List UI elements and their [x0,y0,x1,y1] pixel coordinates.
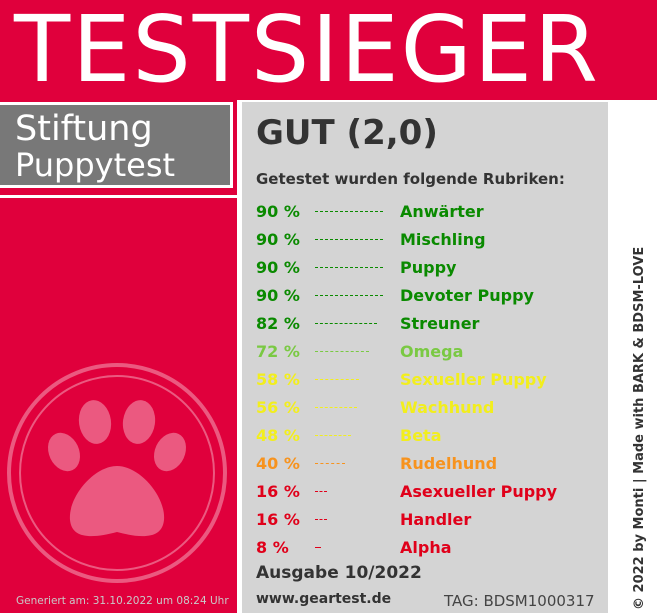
category-label: Wachhund [400,398,495,417]
header-band [0,0,657,100]
category-bar [315,211,383,212]
category-bar [315,239,383,240]
brand-box: Stiftung Puppytest [0,102,233,188]
category-label: Asexueller Puppy [400,482,558,501]
category-row: 56 % Wachhund [0,397,610,425]
category-row: 90 % Devoter Puppy [0,285,610,313]
brand-line-1: Stiftung [15,109,153,149]
category-bar [315,379,359,380]
tag-id: TAG: BDSM1000317 [444,592,595,610]
brand-line-2: Puppytest [15,146,176,184]
category-row: 72 % Omega [0,341,610,369]
category-label: Beta [400,426,442,445]
category-bar [315,295,383,296]
category-label: Alpha [400,538,452,557]
category-percent: 16 % [256,482,300,501]
category-percent: 72 % [256,342,300,361]
category-row: 8 % Alpha [0,537,610,565]
category-percent: 90 % [256,230,300,249]
category-percent: 40 % [256,454,300,473]
category-bar [315,351,369,352]
category-percent: 56 % [256,398,300,417]
category-bar [315,267,383,268]
category-label: Puppy [400,258,457,277]
category-row: 48 % Beta [0,425,610,453]
category-bar [315,491,327,492]
category-percent: 90 % [256,286,300,305]
category-label: Streuner [400,314,480,333]
category-percent: 82 % [256,314,300,333]
generated-timestamp: Generiert am: 31.10.2022 um 08:24 Uhr [16,595,229,607]
category-label: Devoter Puppy [400,286,534,305]
category-percent: 8 % [256,538,289,557]
category-row: 16 % Asexueller Puppy [0,481,610,509]
categories-heading: Getestet wurden folgende Rubriken: [256,170,565,188]
category-bar [315,435,351,436]
category-row: 16 % Handler [0,509,610,537]
category-row: 40 % Rudelhund [0,453,610,481]
category-percent: 16 % [256,510,300,529]
category-label: Mischling [400,230,486,249]
category-percent: 48 % [256,426,300,445]
side-credit: © 2022 by Monti | Made with BARK & BDSM-… [632,246,647,610]
category-label: Omega [400,342,464,361]
category-label: Sexueller Puppy [400,370,547,389]
category-bar [315,463,345,464]
category-row: 90 % Anwärter [0,201,610,229]
category-row: 90 % Mischling [0,229,610,257]
category-label: Rudelhund [400,454,498,473]
category-row: 90 % Puppy [0,257,610,285]
divider [0,195,237,198]
category-percent: 58 % [256,370,300,389]
website-link[interactable]: www.geartest.de [256,591,392,607]
category-percent: 90 % [256,202,300,221]
category-percent: 90 % [256,258,300,277]
edition-label: Ausgabe 10/2022 [256,563,422,583]
category-label: Anwärter [400,202,484,221]
category-bar [315,547,321,548]
results-panel [242,102,608,613]
page-title: TESTSIEGER [14,0,600,103]
category-label: Handler [400,510,472,529]
category-bar [315,407,357,408]
category-row: 58 % Sexueller Puppy [0,369,610,397]
paw-print-icon [7,363,227,583]
category-row: 82 % Streuner [0,313,610,341]
category-bar [315,323,377,324]
category-bar [315,519,327,520]
grade-label: GUT (2,0) [256,113,438,153]
